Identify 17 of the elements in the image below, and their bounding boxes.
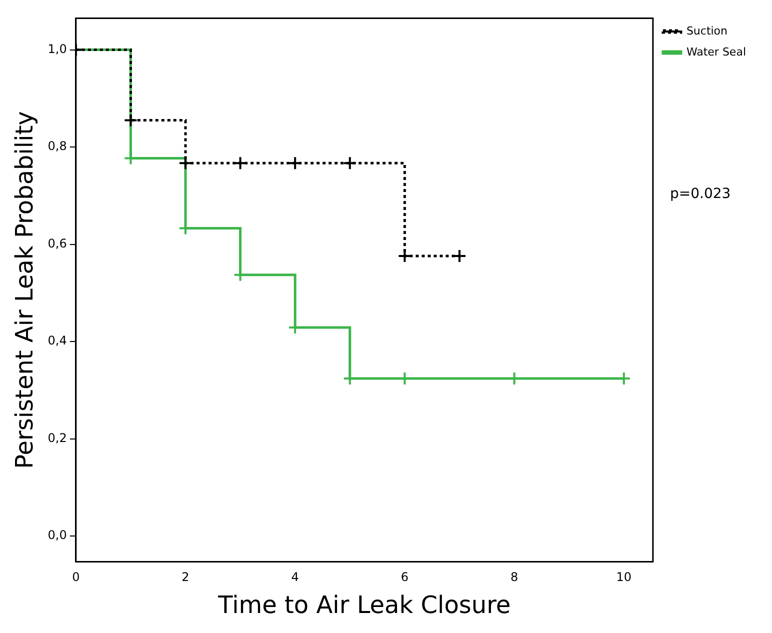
legend-label: Suction	[686, 24, 728, 38]
y-tick-label: 0,4	[48, 334, 67, 348]
x-tick-label: 6	[400, 570, 409, 584]
y-tick-label: 0,2	[48, 430, 67, 445]
x-tick-label: 8	[510, 570, 518, 584]
y-tick-label: 0,0	[48, 528, 67, 542]
x-tick-label: 4	[291, 570, 299, 584]
x-tick-label: 2	[182, 570, 190, 584]
y-tick-label: 0,8	[48, 139, 67, 154]
x-axis-title: Time to Air Leak Closure	[217, 590, 511, 619]
y-tick-label: 1,0	[48, 42, 67, 56]
y-tick-label: 0,6	[48, 236, 67, 250]
x-tick-label: 0	[72, 570, 80, 584]
x-tick-label: 10	[616, 570, 632, 584]
legend-label: Water Seal	[686, 45, 746, 58]
text: p=0.023	[670, 186, 731, 202]
y-axis-title: Persistent Air Leak Probability	[10, 111, 39, 469]
